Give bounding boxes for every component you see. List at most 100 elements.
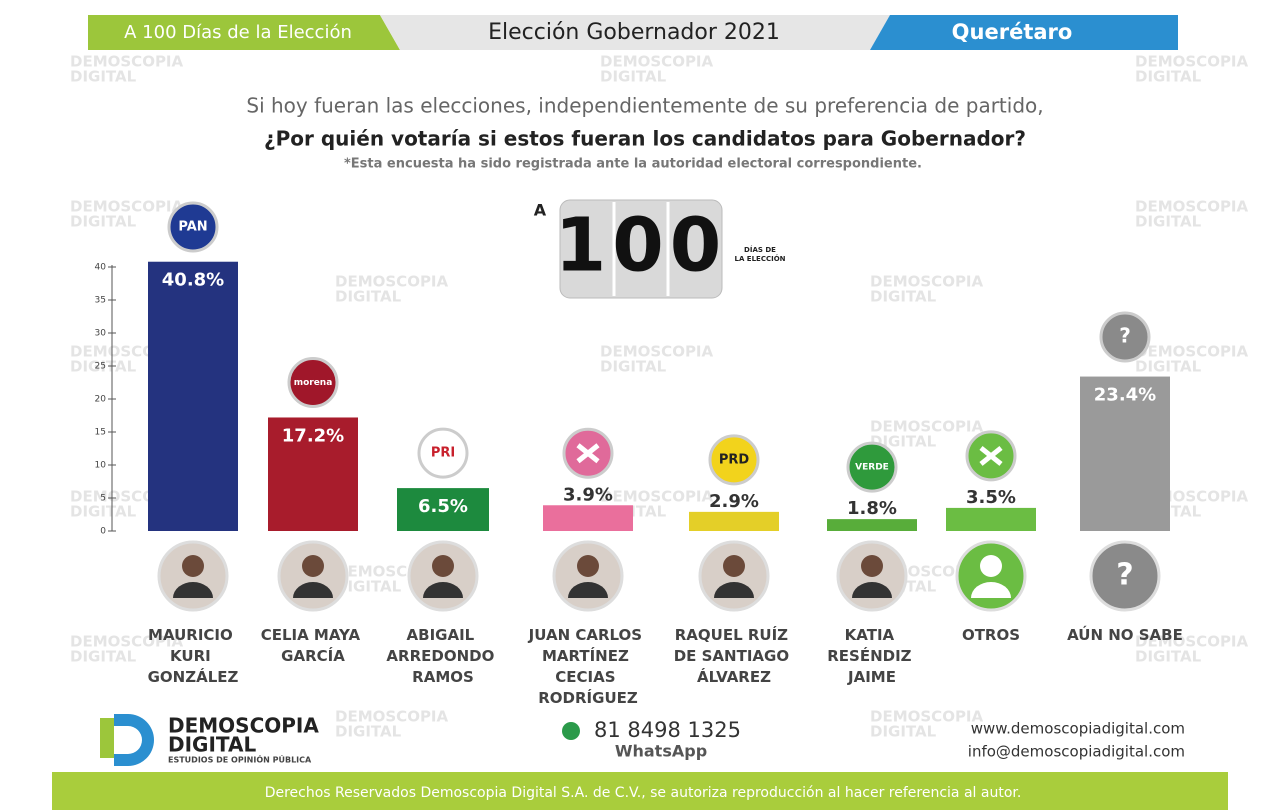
party-logo: [1099, 311, 1151, 363]
watermark: DIGITAL: [70, 213, 137, 231]
header-left: A 100 Días de la Elección: [124, 22, 352, 43]
y-tick-label: 35: [95, 296, 106, 306]
watermark: DIGITAL: [1135, 648, 1202, 666]
website: www.demoscopiadigital.com: [971, 720, 1185, 738]
person-head: [182, 555, 204, 577]
candidate-name: JUAN CARLOS MARTÍNEZ CECIAS RODRÍGUEZ: [528, 626, 648, 707]
party-logo: [417, 427, 469, 479]
watermark: DEMOSCOPIA: [870, 708, 984, 726]
value-label: 1.8%: [847, 498, 897, 519]
party-logo-text: PRI: [431, 446, 455, 461]
y-tick-label: 10: [95, 461, 107, 471]
brand-logo-bar: [100, 718, 114, 758]
countdown-box: [559, 199, 723, 299]
chart: 0 5 10 15 20 25 30 35 40 40.8% PAN MAURICIO KURI GO…: [95, 201, 1183, 707]
value-label: 6.5%: [418, 496, 468, 517]
watermark: DIGITAL: [70, 358, 137, 376]
watermarks: DEMOSCOPIADIGITALDEMOSCOPIADIGITALDEMOSC…: [70, 53, 1249, 741]
party-logo-text: VERDE: [855, 463, 889, 473]
header-left-band: [88, 15, 400, 50]
person-head: [723, 555, 745, 577]
countdown-caption: LA ELECCIÓN: [734, 254, 785, 263]
unknown-icon: ?: [1116, 558, 1133, 593]
watermark: DIGITAL: [870, 288, 937, 306]
person-body: [714, 582, 754, 598]
party-logo-text: ?: [1119, 324, 1131, 348]
brand-tagline: ESTUDIOS DE OPINIÓN PÚBLICA: [168, 754, 312, 765]
y-tick-label: 5: [100, 494, 106, 504]
candidate-name: ABIGAIL ARREDONDO RAMOS: [386, 626, 499, 686]
watermark: DIGITAL: [1135, 213, 1202, 231]
brand-name: DIGITAL: [168, 733, 256, 757]
value-label: 3.5%: [966, 487, 1016, 508]
watermark: DIGITAL: [870, 433, 937, 451]
bar: [946, 507, 1036, 531]
y-tick-label: 20: [95, 395, 107, 405]
value-label: 3.9%: [563, 484, 613, 505]
watermark: DIGITAL: [335, 723, 402, 741]
brand-name: DEMOSCOPIA: [168, 714, 319, 738]
watermark: DEMOSCOPIA: [1135, 343, 1249, 361]
header-right: Querétaro: [952, 20, 1073, 44]
countdown-prefix: A: [534, 201, 547, 220]
y-tick-label: 0: [100, 527, 106, 537]
watermark: DEMOSCOPIA: [70, 633, 184, 651]
y-tick-label: 40: [95, 263, 107, 273]
candidate-name: RAQUEL RUÍZ DE SANTIAGO ÁLVAREZ: [674, 625, 795, 686]
candidate-name: AÚN NO SABE: [1067, 625, 1183, 644]
question-note: *Esta encuesta ha sido registrada ante l…: [344, 157, 922, 172]
watermark: DEMOSCOPIA: [70, 198, 184, 216]
party-logo-text: PAN: [178, 220, 207, 235]
bar: [397, 488, 489, 531]
watermark: DEMOSCOPIA: [335, 708, 449, 726]
party-logo: [708, 434, 760, 486]
y-tick-label: 25: [95, 362, 106, 372]
bar: [148, 261, 238, 531]
candidate-name: MAURICIO KURI GONZÁLEZ: [148, 626, 239, 686]
person-head: [302, 555, 324, 577]
candidate-photo: [1089, 540, 1161, 612]
party-logo-icon: [979, 445, 1003, 466]
watermark: DIGITAL: [600, 358, 667, 376]
party-logo-text: PRD: [719, 452, 750, 467]
candidate-name: CELIA MAYA GARCÍA: [261, 626, 366, 665]
person-body: [971, 582, 1011, 598]
watermark: DIGITAL: [70, 68, 137, 86]
party-logo: [287, 356, 339, 408]
candidate-name: KATIA RESÉNDIZ JAIME: [827, 626, 917, 686]
header-center: Elección Gobernador 2021: [488, 20, 780, 45]
person-head: [432, 555, 454, 577]
person-head: [980, 555, 1002, 577]
person-body: [173, 582, 213, 598]
person-body: [293, 582, 333, 598]
watermark: DEMOSCOPIA: [870, 418, 984, 436]
watermark: DEMOSCOPIA: [600, 53, 714, 71]
watermark: DIGITAL: [1135, 358, 1202, 376]
email: info@demoscopiadigital.com: [968, 743, 1185, 761]
phone: 81 8498 1325: [594, 718, 741, 742]
question-line2: ¿Por quién votaría si estos fueran los c…: [264, 127, 1026, 151]
header-center-band: [380, 15, 890, 50]
party-logo-icon: [576, 443, 600, 464]
watermark: DEMOSCOPIA: [1135, 198, 1249, 216]
header-right-band: [870, 15, 1178, 50]
person-head: [577, 555, 599, 577]
bar: [689, 511, 779, 531]
watermark: DIGITAL: [600, 68, 667, 86]
footer-band: [52, 772, 1228, 810]
watermark: DEMOSCOPIA: [335, 273, 449, 291]
watermark: DEMOSCOPIA: [1135, 53, 1249, 71]
watermark: DIGITAL: [1135, 68, 1202, 86]
whatsapp-label: WhatsApp: [615, 742, 707, 761]
bar: [827, 519, 917, 531]
bar: [1080, 376, 1170, 531]
watermark: DIGITAL: [70, 503, 137, 521]
countdown-caption: DÍAS DE: [744, 245, 776, 254]
person-body: [852, 582, 892, 598]
value-label: 17.2%: [282, 425, 344, 446]
watermark: DEMOSCOPIA: [600, 488, 714, 506]
y-tick-label: 30: [95, 329, 107, 339]
person-head: [861, 555, 883, 577]
watermark: DIGITAL: [870, 723, 937, 741]
